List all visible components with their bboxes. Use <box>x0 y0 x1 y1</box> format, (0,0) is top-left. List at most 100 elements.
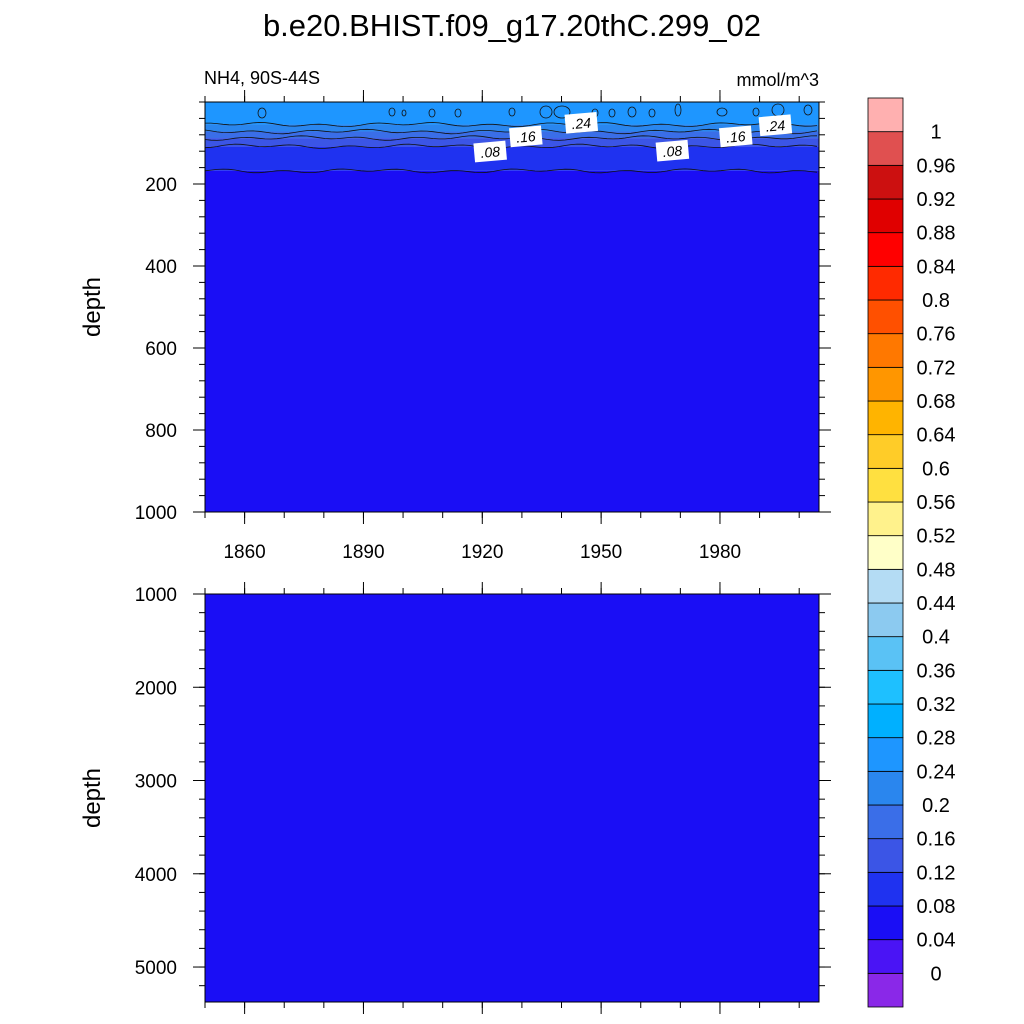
contour-line <box>204 168 818 174</box>
contour-label: .16 <box>719 125 753 148</box>
colorbar-box <box>867 602 904 638</box>
depth-band <box>205 102 819 125</box>
colorbar-label: 0.2 <box>922 795 950 817</box>
contour-label-box <box>655 139 690 162</box>
depth-band <box>205 594 819 1002</box>
contour-blob <box>608 108 616 118</box>
colorbar-box <box>867 97 904 133</box>
y-tick-label: 800 <box>145 421 177 442</box>
x-tick-label: 1980 <box>699 542 741 563</box>
colorbar-label: 0.52 <box>917 526 956 548</box>
colorbar-label: 0.44 <box>917 593 956 615</box>
colorbar-label: 0 <box>930 963 941 985</box>
colorbar-label: 0.16 <box>917 829 956 851</box>
upper-panel: .24 .24 .16 .16 .08 .08 200 400 600 800 1000 depth 1… <box>79 90 831 563</box>
colorbar-box <box>867 972 904 1008</box>
colorbar-box <box>867 164 904 200</box>
contour-blob <box>627 106 637 118</box>
contour-label: .08 <box>655 139 690 162</box>
contour-blob <box>539 105 553 119</box>
contour-label-box <box>758 114 793 137</box>
colorbar-box <box>867 804 904 840</box>
contour-blob <box>401 109 407 117</box>
colorbar-box <box>867 636 904 671</box>
contour-label-box <box>509 125 543 148</box>
colorbar-label: 0.28 <box>917 728 956 750</box>
contour-label-text: .16 <box>515 128 536 146</box>
y-axis-label: depth <box>79 768 106 828</box>
y-tick-label: 1000 <box>135 585 177 606</box>
depth-band <box>205 170 819 512</box>
colorbar-box <box>867 770 904 806</box>
colorbar-label: 0.72 <box>917 357 956 379</box>
colorbar-label: 0.84 <box>917 256 956 278</box>
contour-label-text: .08 <box>662 142 683 160</box>
colorbar-label: 0.92 <box>917 189 956 211</box>
colorbar-label: 0.32 <box>917 694 956 716</box>
contour-label-text: .24 <box>765 117 786 135</box>
contour-line <box>205 122 818 128</box>
x-tick-label: 1920 <box>461 542 503 563</box>
colorbar-label: 0.12 <box>917 862 956 884</box>
colorbar-label: 0.88 <box>917 223 956 245</box>
contour-label-box <box>719 125 753 148</box>
depth-band <box>205 146 819 171</box>
contour-blob <box>553 105 571 119</box>
colorbar-label: 0.8 <box>922 290 950 312</box>
contour-label: .08 <box>473 140 507 163</box>
contour-label-text: .16 <box>725 128 746 146</box>
contour-label: .24 <box>758 114 793 137</box>
colorbar-box <box>867 838 904 873</box>
contour-blob <box>716 107 728 117</box>
colorbar-label: 0.64 <box>917 425 956 447</box>
x-tick-label: 1860 <box>223 542 265 563</box>
colorbar-box <box>867 131 904 166</box>
colorbar-label: 0.96 <box>917 155 956 177</box>
contour-label: .16 <box>509 125 543 148</box>
lower-panel: 1000 2000 3000 4000 5000 depth <box>79 582 831 1014</box>
y-tick-label: 600 <box>145 339 177 360</box>
contour-blob <box>257 107 267 119</box>
plot-border <box>204 101 820 513</box>
colorbar-label: 0.24 <box>917 761 956 783</box>
colorbar-box <box>867 333 904 368</box>
colorbar-box <box>867 467 904 503</box>
y-tick-label: 2000 <box>135 678 177 699</box>
colorbar-label: 1 <box>930 122 941 144</box>
colorbar: 0 0.04 0.08 0.12 0.16 0.2 0.24 0.28 0.32 0.36 0.4 0… <box>867 97 956 1008</box>
colorbar-label: 0.04 <box>917 930 956 952</box>
colorbar-box <box>867 905 904 941</box>
y-axis-label: depth <box>79 277 106 337</box>
y-tick-label: 5000 <box>135 958 177 979</box>
colorbar-box <box>867 501 904 537</box>
variable-region-subtitle: NH4, 90S-44S <box>204 68 320 88</box>
contour-blob <box>508 107 516 117</box>
colorbar-label: 0.6 <box>922 458 950 480</box>
contour-blob <box>803 104 813 116</box>
contour-blob <box>454 108 462 118</box>
contour-blob <box>674 103 682 117</box>
colorbar-label: 0.76 <box>917 324 956 346</box>
colorbar-box <box>867 703 904 739</box>
colorbar-box <box>867 198 904 234</box>
colorbar-label: 0.48 <box>917 559 956 581</box>
contour-blob <box>752 107 760 117</box>
colorbar-box <box>867 568 904 604</box>
colorbar-box <box>867 434 904 469</box>
colorbar-label: 0.56 <box>917 492 956 514</box>
colorbar-box <box>867 299 904 335</box>
colorbar-box <box>867 535 904 570</box>
y-tick-label: 3000 <box>135 772 177 793</box>
x-tick-label: 1950 <box>580 542 622 563</box>
colorbar-box <box>867 366 904 402</box>
colorbar-label: 0.68 <box>917 391 956 413</box>
contour-label-box <box>473 140 507 163</box>
colorbar-box <box>867 265 904 301</box>
contour-blob <box>648 108 656 118</box>
colorbar-label: 0.36 <box>917 660 956 682</box>
units-subtitle: mmol/m^3 <box>737 70 819 90</box>
colorbar-box <box>867 737 904 772</box>
contour-label: .24 <box>564 111 599 134</box>
colorbar-box <box>867 232 904 267</box>
